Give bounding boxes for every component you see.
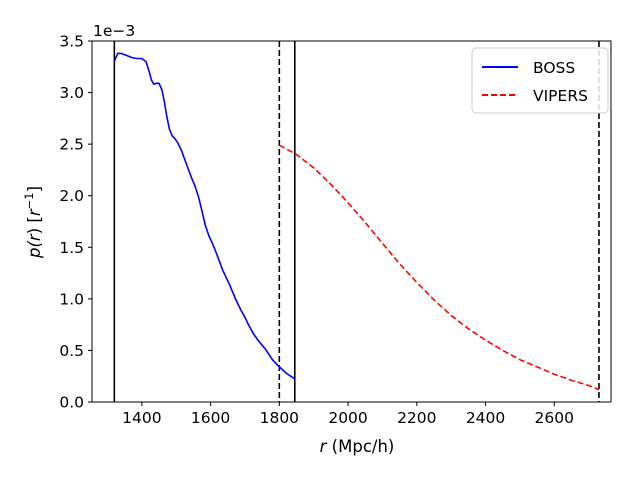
legend-box <box>471 47 609 114</box>
y-tick-label: 0.5 <box>59 342 84 360</box>
y-tick-label: 1.5 <box>59 239 84 257</box>
x-tick-label: 2000 <box>328 409 367 427</box>
x-tick-label: 1400 <box>122 409 161 427</box>
x-tick-label: 1600 <box>191 409 230 427</box>
x-tick-label: 2200 <box>397 409 436 427</box>
x-tick-label: 2400 <box>466 409 505 427</box>
legend: BOSS VIPERS <box>471 47 609 114</box>
y-tick-label: 1.0 <box>59 290 84 308</box>
x-axis-label: r (Mpc/h) <box>320 437 395 456</box>
y-tick-label: 2.5 <box>59 136 84 154</box>
plot-area <box>113 41 600 402</box>
ticks: 1400 1600 1800 2000 2200 2400 2600 0.0 0.5 1.0 1.5… <box>59 33 574 428</box>
x-tick-label: 1800 <box>260 409 299 427</box>
y-tick-label: 3.5 <box>59 33 84 51</box>
y-tick-label: 0.0 <box>59 394 84 412</box>
series-line-boss <box>113 52 296 380</box>
y-axis-label: p(r) [r−1] <box>22 186 44 259</box>
y-tick-label: 2.0 <box>59 187 84 205</box>
y-offset-label: 1e−3 <box>93 22 135 40</box>
y-tick-label: 3.0 <box>59 84 84 102</box>
legend-label-boss: BOSS <box>533 59 575 77</box>
axes-frame <box>91 40 612 403</box>
x-tick-label: 2600 <box>535 409 574 427</box>
legend-label-vipers: VIPERS <box>533 87 588 105</box>
